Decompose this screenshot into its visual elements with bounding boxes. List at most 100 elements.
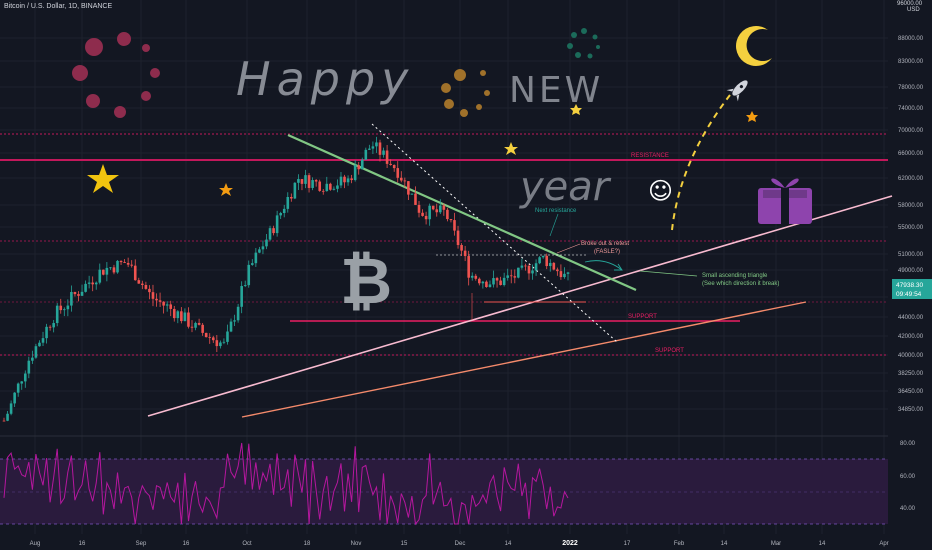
candle-body	[240, 286, 243, 307]
candle-body	[339, 176, 343, 186]
candle-body	[116, 260, 119, 273]
rsi-tick-label: 80.00	[900, 441, 916, 447]
candle-body	[566, 272, 570, 274]
ascending-trendline-white	[147, 195, 893, 417]
candle-body	[492, 278, 495, 285]
candle-body	[421, 212, 424, 216]
candle-body	[399, 177, 403, 181]
price-tick-label: 78000.00	[898, 85, 924, 91]
time-tick-label: 14	[819, 541, 826, 547]
candle-body	[194, 322, 197, 328]
year-handwriting: year	[519, 164, 612, 210]
candle-body	[48, 326, 52, 328]
candle-body	[247, 264, 251, 286]
candle-body	[449, 219, 453, 221]
candle-body	[357, 165, 361, 170]
price-tick-label: 42000.00	[898, 334, 924, 340]
candle-body	[286, 197, 290, 209]
maroon-dot-spinner	[72, 32, 160, 118]
candle-body	[442, 205, 446, 210]
candle-body	[463, 250, 467, 257]
candle-body	[467, 256, 470, 278]
candle-body	[233, 320, 236, 322]
candle-body	[314, 180, 318, 182]
projection-arrow-head	[614, 263, 623, 271]
breakout-label-line1: Broke out & retest	[581, 241, 629, 247]
candle-body	[290, 197, 293, 199]
current-price-value: 47938.30	[896, 282, 923, 289]
star-icon-large	[87, 164, 119, 193]
candle-body	[20, 381, 24, 384]
candle-body	[151, 292, 155, 299]
candle-body	[541, 255, 545, 258]
candle-body	[389, 163, 392, 165]
candle-body	[304, 175, 307, 184]
candle-body	[534, 263, 538, 271]
candle-body	[66, 305, 70, 310]
candle-body	[73, 291, 77, 295]
candle-body	[321, 190, 325, 192]
candle-body	[513, 276, 517, 278]
candle-body	[481, 281, 485, 284]
candle-body	[453, 220, 456, 231]
candle-body	[204, 332, 208, 338]
candle-body	[148, 288, 151, 293]
support-lower-label: SUPPORT	[655, 348, 684, 354]
candle-body	[272, 228, 275, 234]
candle-body	[474, 275, 478, 279]
candle-body	[350, 178, 353, 181]
price-tick-label: 51000.00	[898, 252, 924, 258]
price-tick-label: 74000.00	[898, 106, 924, 112]
candle-body	[478, 278, 481, 284]
candle-body	[538, 257, 541, 264]
candle-body	[548, 262, 552, 267]
time-tick-label: Sep	[136, 541, 147, 547]
time-tick-label: 14	[721, 541, 728, 547]
star-icon-orange-left	[219, 183, 233, 196]
time-tick-label: Feb	[674, 541, 685, 547]
candle-body	[403, 180, 407, 182]
candle-body	[126, 262, 130, 265]
candle-body	[424, 215, 428, 220]
price-tick-label: 58000.00	[898, 203, 924, 209]
candle-body	[307, 175, 311, 188]
candle-body	[360, 159, 364, 170]
price-tick-label: 34850.00	[898, 407, 924, 413]
candle-body	[123, 262, 126, 263]
candle-body	[382, 150, 385, 155]
candle-body	[208, 337, 212, 338]
next-resistance-label: Next resistance	[535, 208, 577, 214]
price-tick-label: 88000.00	[898, 36, 924, 42]
candle-body	[109, 267, 112, 269]
candle-body	[502, 277, 506, 286]
candle-body	[9, 403, 13, 414]
candle-body	[531, 270, 534, 274]
candle-body	[446, 209, 449, 220]
candle-body	[236, 306, 240, 321]
candle-body	[91, 282, 94, 285]
time-tick-label: Mar	[771, 541, 781, 547]
candle-body	[456, 230, 460, 246]
candle-body	[141, 283, 144, 285]
candle-body	[190, 326, 194, 328]
candle-body	[55, 305, 59, 324]
candle-body	[6, 413, 9, 421]
candle-body	[34, 346, 38, 358]
time-axis[interactable]: Aug 16 Sep 16 Oct 18 Nov 15 Dec 14 2022 17 Feb 14 Mar 1…	[30, 540, 889, 547]
candle-body	[559, 271, 563, 278]
candle-body	[329, 183, 332, 190]
price-tick-label: 44000.00	[898, 315, 924, 321]
candle-body	[133, 265, 137, 281]
candle-body	[172, 308, 176, 319]
candle-body	[407, 181, 410, 195]
candle-body	[268, 228, 272, 240]
projection-arrow	[584, 260, 623, 271]
candle-body	[545, 255, 549, 267]
candle-body	[428, 205, 431, 220]
candle-body	[275, 215, 279, 234]
candle-body	[80, 291, 84, 296]
candle-body	[258, 249, 261, 253]
candle-body	[509, 275, 513, 277]
moon-icon	[736, 26, 772, 66]
